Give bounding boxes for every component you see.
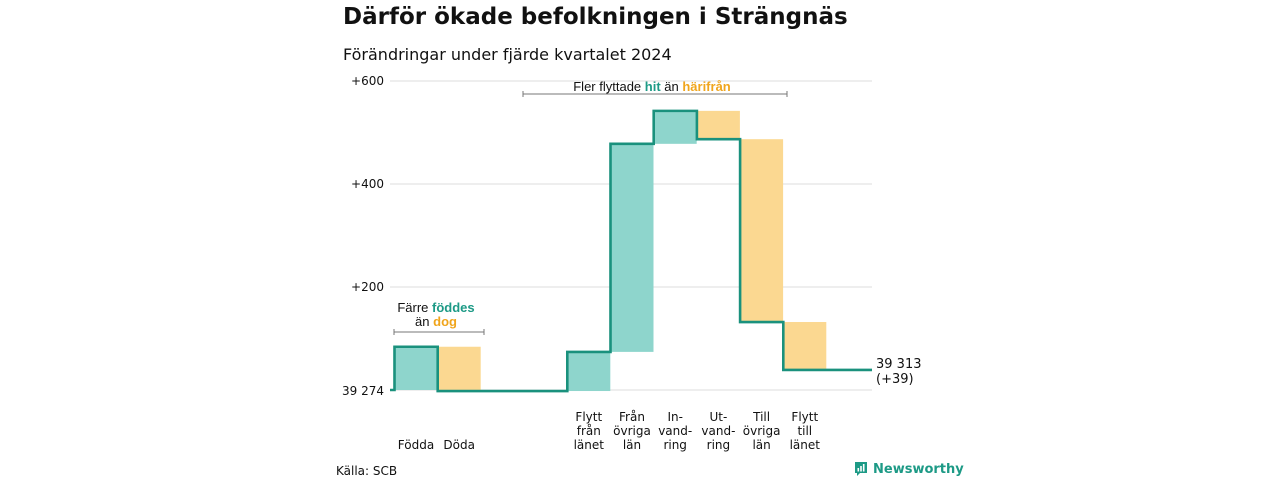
x-category-label: Från (619, 410, 645, 424)
newsworthy-logo-icon (855, 462, 867, 476)
annotation-moves-part: Fler flyttade (573, 79, 645, 94)
annotation-births-line2: än dog (415, 314, 457, 329)
y-tick-label: +600 (351, 74, 384, 88)
annotation-moves-part: härifrån (682, 79, 730, 94)
cumulative-step-line (390, 109, 872, 393)
annotation-births-part: föddes (432, 300, 475, 315)
x-category-label: Ut- (709, 410, 727, 424)
bar-2 (437, 346, 481, 392)
x-category-label: länet (574, 438, 605, 452)
x-category-label: In- (667, 410, 682, 424)
annotation-births: Färre föddes (397, 300, 474, 315)
x-category-label: länet (790, 438, 821, 452)
x-category-label: ring (663, 438, 687, 452)
x-category-label: Flytt (791, 410, 818, 424)
brand-name: Newsworthy (873, 461, 964, 477)
end-change-label: (+39) (876, 372, 914, 387)
x-category-label: från (577, 424, 601, 438)
annotation-moves-bracket (522, 91, 788, 97)
x-category-label: Födda (398, 438, 434, 452)
chart-title: Därför ökade befolkningen i Strängnäs (343, 4, 848, 30)
x-category-label: vand- (701, 424, 735, 438)
x-category-label: Till (752, 410, 770, 424)
bar-3 (567, 351, 611, 392)
annotation-moves: Fler flyttade hit än härifrån (573, 79, 731, 94)
annotation-births-line2-part: än (415, 314, 433, 329)
bar-6 (696, 110, 740, 140)
y-tick-label: +200 (351, 280, 384, 294)
brand-logo: Newsworthy (854, 461, 964, 477)
x-category-label: län (752, 438, 770, 452)
bar-8 (783, 322, 827, 370)
annotation-births-part: Färre (397, 300, 432, 315)
bars (394, 110, 827, 392)
annotation-births-line2-part: dog (433, 314, 457, 329)
x-category-label: övriga (613, 424, 651, 438)
bar-7 (740, 139, 784, 323)
y-base-label: 39 274 (342, 384, 384, 398)
annotation-moves-part: hit (645, 79, 662, 94)
bar-5 (653, 110, 697, 144)
end-value-label: 39 313 (876, 357, 922, 372)
bar-4 (610, 143, 654, 352)
x-category-label: Döda (443, 438, 475, 452)
x-category-label: län (623, 438, 641, 452)
annotation-births-bracket (393, 329, 485, 335)
x-category-label: övriga (743, 424, 781, 438)
source-note: Källa: SCB (336, 464, 398, 478)
y-tick-label: +400 (351, 177, 384, 191)
bar-1 (394, 346, 438, 390)
x-category-label: vand- (658, 424, 692, 438)
x-category-label: ring (707, 438, 731, 452)
x-category-label: till (797, 424, 812, 438)
x-category-label: Flytt (575, 410, 602, 424)
annotation-moves-part: än (661, 79, 683, 94)
chart-subtitle: Förändringar under fjärde kvartalet 2024 (343, 45, 672, 64)
